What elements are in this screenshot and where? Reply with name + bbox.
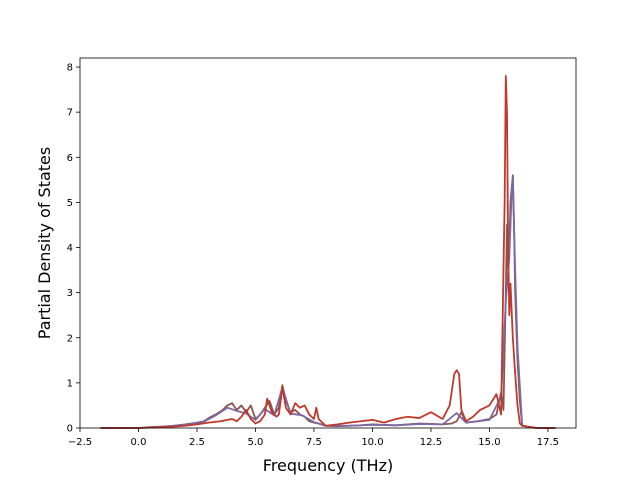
- series-layer: [100, 75, 556, 429]
- y-tick-label: 4: [67, 243, 73, 254]
- x-tick-label: 17.5: [537, 437, 559, 448]
- x-tick-label: 12.5: [420, 437, 442, 448]
- y-tick-label: 7: [67, 108, 73, 119]
- y-tick-label: 3: [67, 288, 73, 299]
- y-tick-label: 2: [67, 333, 73, 344]
- x-tick-label: 0.0: [131, 437, 147, 448]
- series-line-2: [100, 176, 556, 429]
- series-line-3: [100, 75, 556, 429]
- y-tick-label: 0: [67, 424, 73, 435]
- x-axis: −2.5 0.0 2.5 5.0 7.5 10.0 12.5 15.0 17.5: [68, 428, 559, 448]
- x-tick-label: 7.5: [306, 437, 322, 448]
- axes-frame: [79, 57, 577, 429]
- series-line-1: [100, 174, 556, 429]
- y-axis-label: Partial Density of States: [35, 147, 54, 339]
- y-tick-label: 6: [67, 153, 73, 164]
- x-tick-label: 2.5: [189, 437, 205, 448]
- x-tick-label: 10.0: [361, 437, 383, 448]
- y-tick-label: 8: [67, 63, 73, 74]
- y-axis: 0 1 2 3 4 5 6 7 8: [67, 63, 80, 435]
- x-axis-label: Frequency (THz): [263, 456, 393, 475]
- y-tick-label: 1: [67, 378, 73, 389]
- x-tick-label: 5.0: [248, 437, 264, 448]
- x-tick-label: 15.0: [478, 437, 500, 448]
- y-tick-label: 5: [67, 198, 73, 209]
- x-tick-label: −2.5: [68, 437, 92, 448]
